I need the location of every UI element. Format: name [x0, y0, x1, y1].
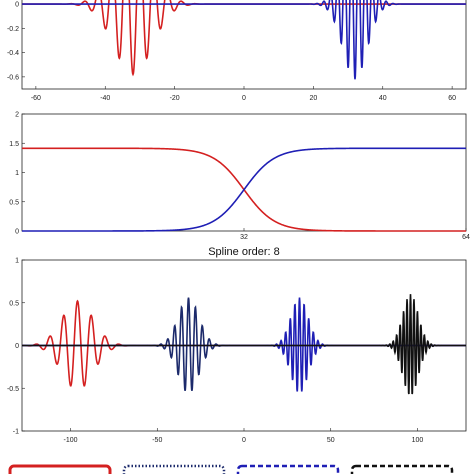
series-line-blue [22, 147, 466, 232]
x-tick-label: -20 [170, 95, 180, 102]
y-tick-label: 0 [15, 2, 19, 9]
series-line-blue [22, 0, 466, 80]
y-tick-label: 1 [15, 170, 19, 177]
y-tick-label: -0.4 [7, 50, 19, 57]
panel-frame [21, 113, 467, 232]
y-tick-label: 0.5 [9, 199, 19, 206]
x-tick-label: 60 [448, 95, 456, 102]
y-tick-label: 0 [15, 229, 19, 236]
x-tick-label: 50 [327, 437, 335, 444]
y-tick-label: -0.6 [7, 74, 19, 81]
y-tick-label: 0.5 [9, 300, 19, 307]
legend-box-red [8, 464, 112, 474]
panel-frame [21, 0, 467, 90]
x-tick-label: 40 [379, 95, 387, 102]
legend-box-black [350, 464, 454, 474]
x-tick-label: -50 [152, 437, 162, 444]
y-tick-label: 1.5 [9, 141, 19, 148]
series-line-red [22, 0, 466, 77]
y-tick-label: 1 [15, 258, 19, 265]
y-tick-label: 0 [15, 343, 19, 350]
y-tick-label: -0.2 [7, 26, 19, 33]
y-tick-label: 2 [15, 112, 19, 119]
x-tick-label: -100 [64, 437, 78, 444]
series-line-black [22, 294, 466, 395]
legend-box-navy [122, 464, 226, 474]
y-tick-label: -0.5 [7, 386, 19, 393]
x-tick-label: 100 [412, 437, 424, 444]
panel-transition: 32 64 0 0.5 1 1.5 2 [9, 112, 470, 242]
x-tick-label: 0 [242, 437, 246, 444]
legend-box-blue [236, 464, 340, 474]
x-tick-label: -60 [31, 95, 41, 102]
x-tick-label: 64 [462, 234, 470, 241]
legend-boxes [8, 464, 454, 474]
x-tick-label: 32 [240, 234, 248, 241]
chart-title: Spline order: 8 [208, 246, 280, 258]
y-tick-label: -1 [13, 429, 19, 436]
x-tick-label: -40 [100, 95, 110, 102]
x-tick-label: 0 [242, 95, 246, 102]
panel-wavelets-top: -60 -40 -20 0 20 40 60 0 -0.2 -0.4 -0.6 [7, 0, 467, 102]
panel-spline-order: Spline order: 8 -100 -50 0 50 100 1 0.5 0 -0.5 -1 [7, 246, 467, 444]
x-tick-label: 20 [309, 95, 317, 102]
